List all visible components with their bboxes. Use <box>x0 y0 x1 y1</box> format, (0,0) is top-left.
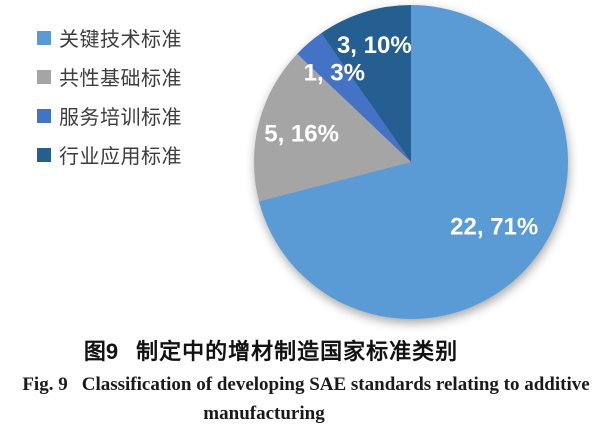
figure-caption-cn: 图9 制定中的增材制造国家标准类别 <box>0 334 577 366</box>
figure-title-en-line1: Classification of developing SAE standar… <box>81 374 590 395</box>
legend-item-label: 共性基础标准 <box>59 68 182 90</box>
figure-number-cn: 图9 <box>83 339 119 364</box>
legend-item-label: 关键技术标准 <box>59 29 182 51</box>
legend-item: 关键技术标准 <box>37 18 182 57</box>
legend-swatch-icon <box>37 69 51 84</box>
legend-item: 服务培训标准 <box>37 96 182 135</box>
figure-number-en: Fig. 9 <box>22 374 68 395</box>
pie-slice-label-1: 5, 16% <box>264 121 339 148</box>
pie-slice-label-0: 22, 71% <box>450 213 538 240</box>
figure-caption-en-line1: Fig. 9 Classification of developing SAE s… <box>0 374 612 396</box>
pie-chart: 22, 71% 5, 16% 1, 3%3, 10% <box>253 5 568 319</box>
figure-title-en-line2: manufacturing <box>203 403 325 424</box>
pie-slice-2 <box>297 33 411 162</box>
legend-item: 行业应用标准 <box>37 135 182 174</box>
legend-item-label: 行业应用标准 <box>59 146 182 168</box>
legend-item: 共性基础标准 <box>37 57 182 96</box>
pie-slice-label-2: 1, 3% <box>304 60 365 87</box>
figure-title-cn: 制定中的增材制造国家标准类别 <box>136 339 459 364</box>
pie-slice-1 <box>253 53 411 202</box>
legend-item-label: 服务培训标准 <box>59 107 182 129</box>
pie-slice-label-3: 3, 10% <box>337 32 412 59</box>
chart-legend: 关键技术标准 共性基础标准 服务培训标准 行业应用标准 <box>37 18 182 174</box>
legend-swatch-icon <box>37 108 51 123</box>
pie-slice-0 <box>259 5 568 319</box>
legend-swatch-icon <box>37 30 51 45</box>
figure-caption-en-line2: manufacturing <box>0 403 570 425</box>
legend-swatch-icon <box>37 147 51 162</box>
pie-slice-3 <box>321 5 411 162</box>
